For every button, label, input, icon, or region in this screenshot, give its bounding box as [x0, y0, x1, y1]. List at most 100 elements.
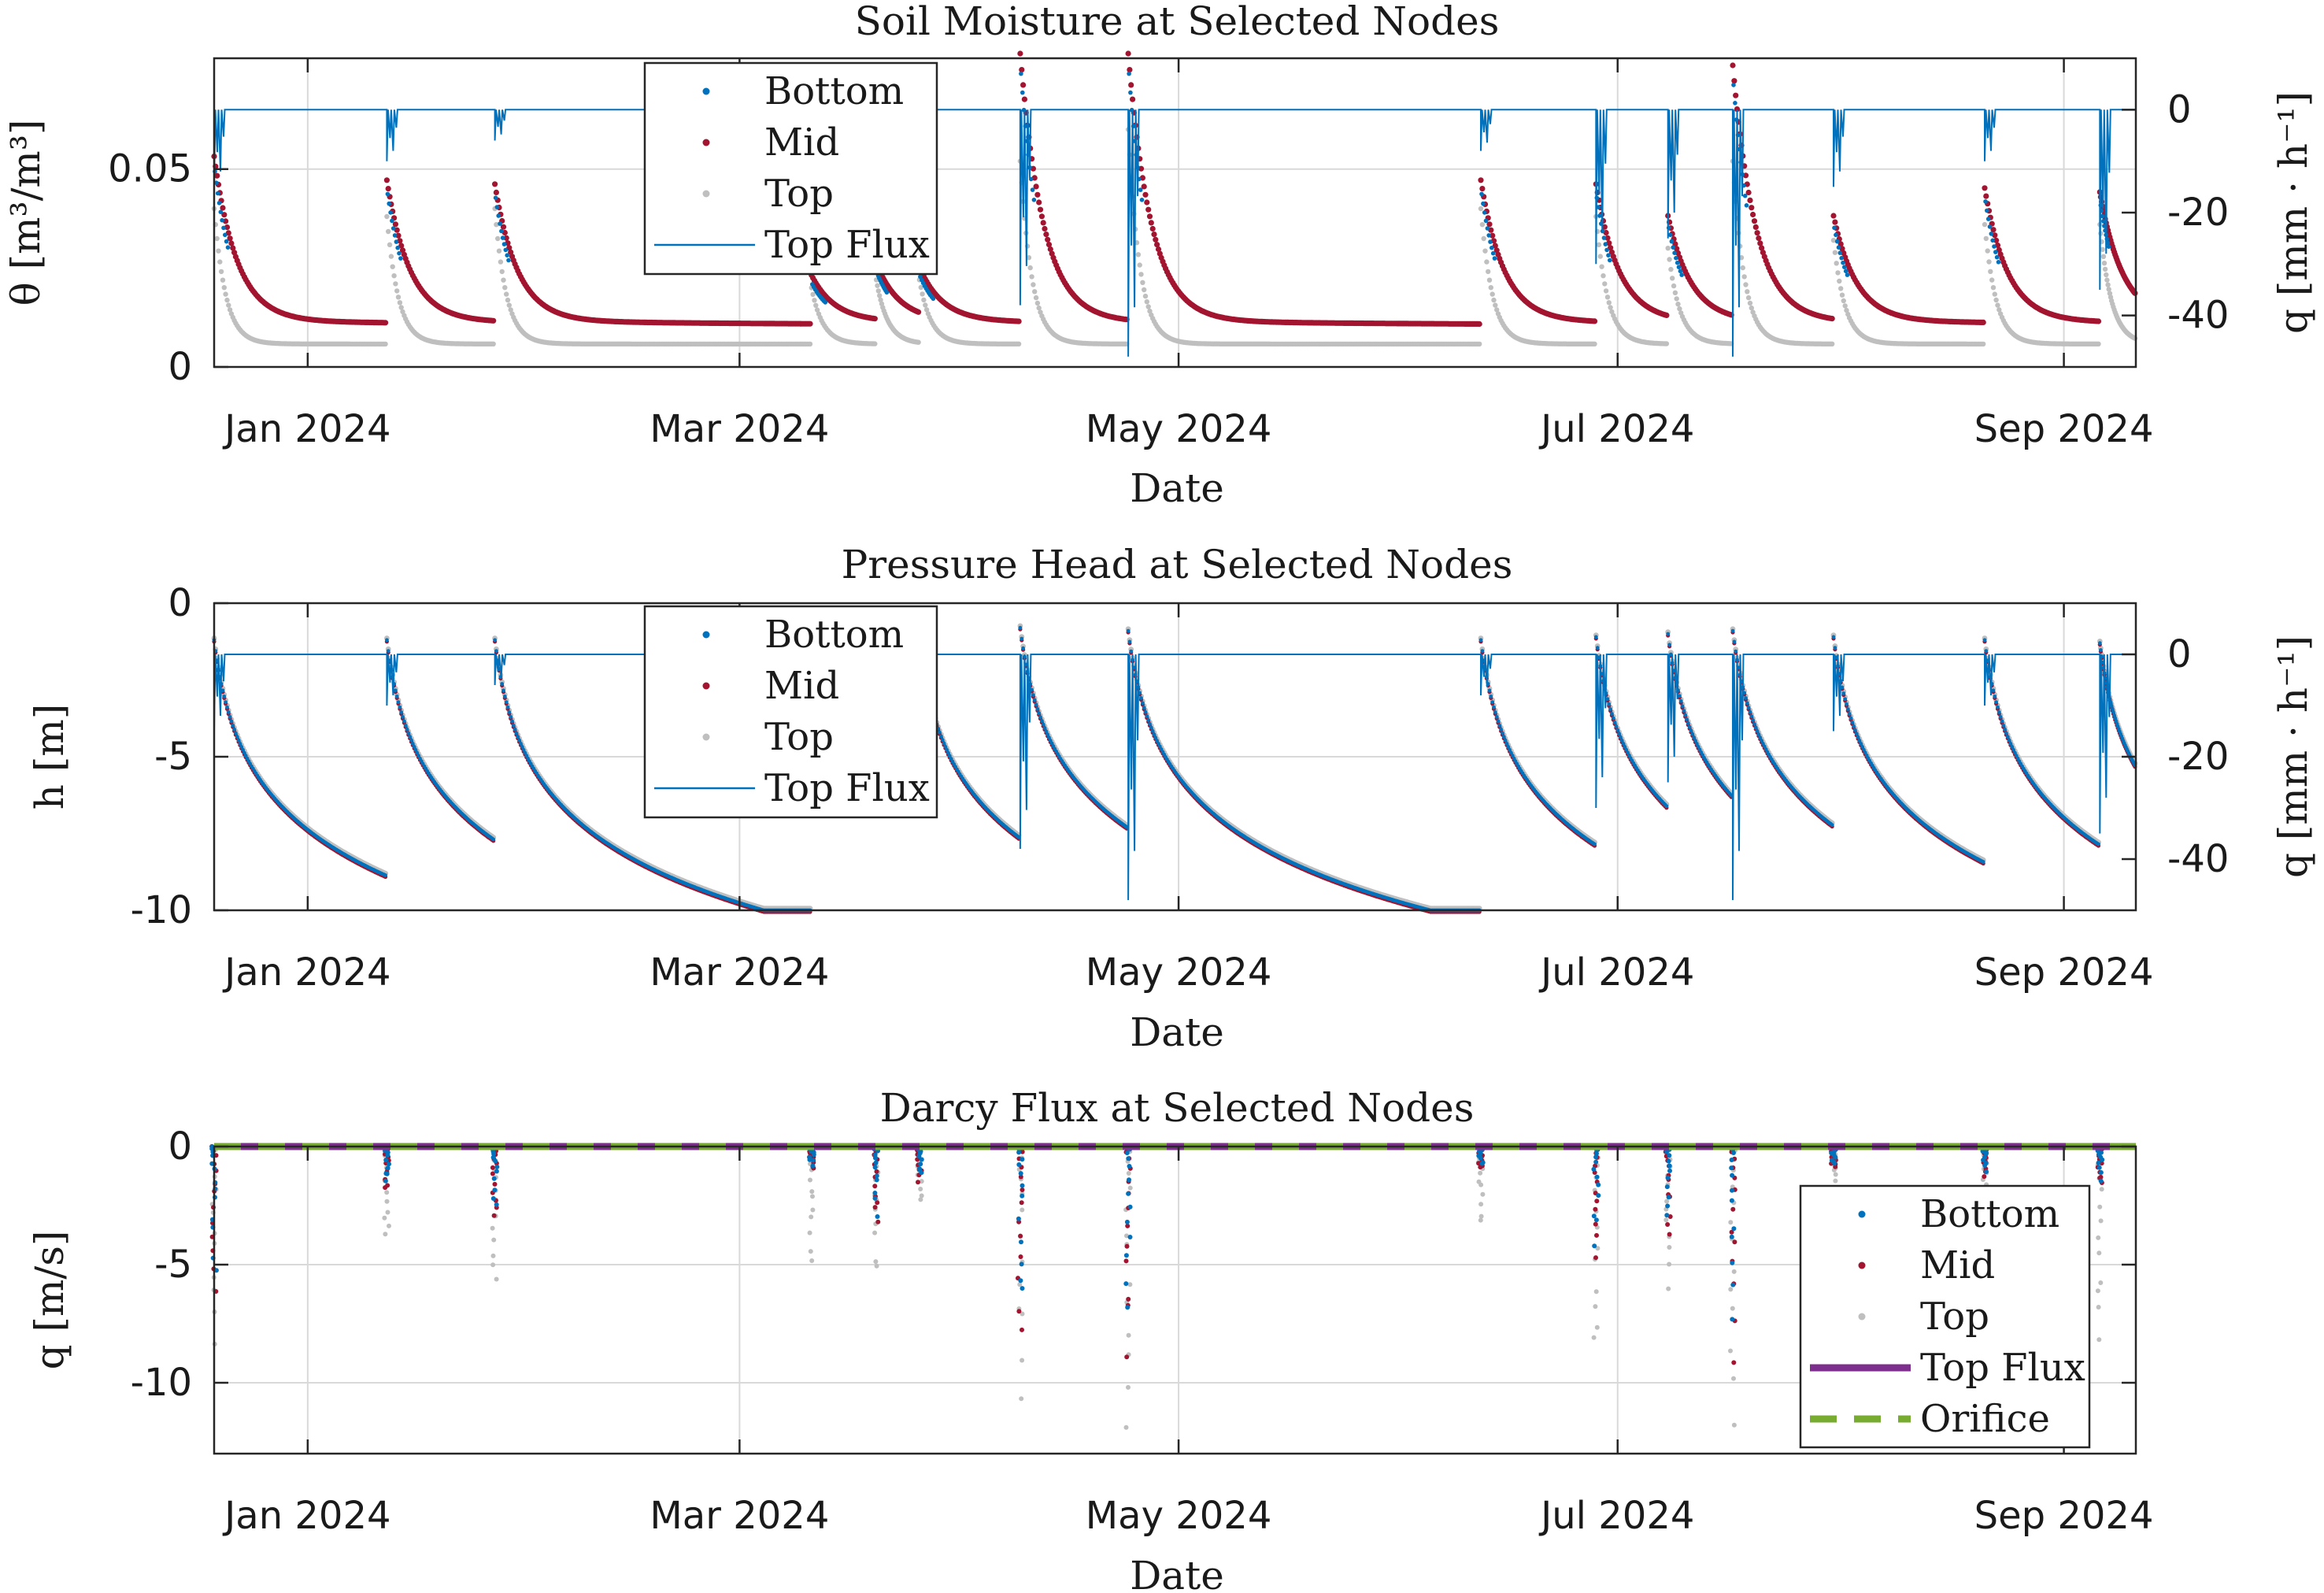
mid-point	[1127, 67, 1133, 73]
bottom-point	[1841, 260, 1845, 265]
mid-point	[1142, 191, 1149, 198]
bottom-point	[500, 235, 505, 240]
top-point	[216, 248, 221, 254]
bottom-point	[884, 290, 890, 295]
top-point	[923, 307, 930, 313]
top-point	[393, 281, 398, 287]
bottom-point	[1987, 224, 1993, 229]
top-point	[807, 341, 813, 347]
bottom-point	[1742, 193, 1748, 198]
top-point	[2100, 254, 2107, 259]
mid-point	[220, 205, 226, 211]
bottom-point	[1845, 272, 1850, 277]
bottom-point	[1996, 260, 2001, 265]
top-point	[918, 284, 924, 291]
top-point	[1147, 308, 1153, 314]
top-flux-line	[213, 109, 2136, 357]
bottom-point	[214, 180, 219, 185]
mid-point	[1731, 78, 1737, 84]
mid-point	[1033, 183, 1039, 190]
top-point	[1738, 255, 1745, 261]
top-point	[398, 305, 404, 310]
bottom-point	[1488, 239, 1493, 244]
top-point	[1602, 281, 1608, 287]
bottom-point	[1839, 255, 1844, 261]
mid-point	[1141, 183, 1147, 190]
top-point	[1482, 248, 1488, 254]
top-point	[1835, 270, 1841, 276]
bottom-point	[918, 274, 923, 280]
top-point	[1749, 305, 1754, 311]
top-point	[812, 298, 817, 303]
mid-point	[1037, 206, 1044, 213]
top-point	[1740, 265, 1745, 271]
top-point	[920, 291, 925, 297]
bottom-point	[1669, 239, 1675, 244]
top-point	[1670, 276, 1675, 281]
top-point	[506, 302, 512, 308]
x-tick-label: Sep 2024	[1974, 407, 2154, 451]
mid-point	[492, 181, 498, 187]
bottom-point	[1993, 250, 1998, 254]
top-point	[1032, 289, 1038, 295]
top-point	[1604, 295, 1611, 300]
mid-point	[1148, 220, 1154, 226]
top-point	[1995, 302, 2000, 308]
top-point	[1834, 261, 1839, 266]
y2-tick-label: -20	[2167, 191, 2229, 235]
bottom-point	[1020, 90, 1025, 95]
mid-point	[1750, 211, 1756, 218]
y2-tick-label: 0	[2167, 87, 2192, 132]
top-point	[1135, 252, 1142, 257]
top-point	[508, 307, 513, 313]
bottom-point	[1667, 232, 1673, 238]
top-point	[1982, 221, 1988, 228]
bottom-point	[218, 209, 224, 215]
mid-point	[1830, 213, 1837, 219]
top-point	[1144, 299, 1150, 305]
top-point	[1603, 288, 1609, 294]
mid-point	[508, 249, 514, 255]
bottom-point	[1019, 71, 1023, 76]
y2-axis-label: q [mm · h⁻¹]	[2270, 91, 2316, 334]
mid-point	[1155, 246, 1162, 253]
bottom-point	[224, 239, 229, 244]
bottom-point	[1608, 257, 1612, 263]
bottom-point	[1990, 238, 1995, 243]
mid-point	[1128, 82, 1134, 88]
bottom-point	[1983, 199, 1988, 204]
top-point	[1990, 285, 1996, 291]
bottom-point	[823, 300, 828, 305]
mid-point	[1829, 316, 1835, 322]
top-point	[1832, 250, 1838, 255]
mid-point	[1130, 96, 1136, 102]
bottom-point	[1479, 191, 1484, 197]
mid-point	[228, 240, 235, 246]
mid-point	[1980, 319, 1986, 325]
mid-point	[214, 172, 220, 179]
top-point	[224, 297, 230, 303]
mid-point	[1982, 185, 1988, 191]
bottom-point	[1836, 245, 1841, 250]
mid-point	[1756, 235, 1762, 242]
top-point	[1034, 300, 1041, 306]
top-point	[814, 307, 820, 313]
bottom-point	[1671, 245, 1675, 250]
bottom-point	[1485, 226, 1490, 231]
bottom-point	[1486, 233, 1491, 238]
mid-point	[1990, 227, 1996, 233]
bottom-point	[394, 239, 399, 244]
mid-point	[1019, 67, 1025, 73]
bottom-point	[1031, 198, 1037, 202]
mid-point	[1153, 236, 1159, 243]
top-point	[921, 297, 927, 303]
mid-point	[1608, 249, 1615, 255]
mid-point	[1125, 50, 1131, 57]
bottom-point	[1674, 255, 1678, 261]
bottom-point	[1832, 225, 1837, 231]
bottom-point	[1843, 269, 1848, 274]
mid-point	[1751, 218, 1758, 224]
mid-point	[506, 245, 513, 251]
top-point	[923, 302, 928, 308]
bottom-point	[220, 217, 224, 223]
